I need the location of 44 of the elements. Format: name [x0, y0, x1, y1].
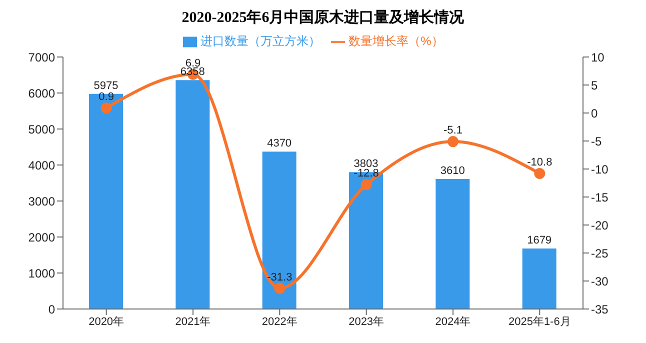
data-label: 5975: [94, 80, 118, 92]
point: [534, 168, 546, 179]
legend-label: 进口数量（万立方米）: [200, 34, 321, 48]
x-tick-label: 2025年1-6月: [508, 316, 571, 328]
y2-tick-label: -10: [591, 162, 609, 176]
data-label: 1679: [527, 234, 552, 247]
data-label: -5.1: [444, 124, 462, 137]
x-tick-label: 2022年: [262, 316, 298, 328]
bar: [89, 94, 123, 309]
y-tick-label: 7000: [28, 50, 56, 64]
bar: [522, 248, 556, 309]
x-tick-label: 2023年: [348, 316, 384, 328]
y-tick-label: 6000: [28, 86, 56, 100]
legend-label: 数量增长率（%）: [348, 34, 444, 48]
y2-tick-label: -20: [591, 218, 609, 232]
data-label: -10.8: [527, 156, 552, 168]
data-label: 0.9: [98, 90, 114, 103]
data-label: 3610: [440, 165, 465, 178]
point: [274, 282, 286, 294]
y2-tick-label: -35: [591, 302, 609, 316]
y2-tick-label: -25: [591, 246, 609, 260]
x-tick-label: 2021年: [175, 316, 211, 328]
y2-tick-label: -15: [591, 190, 609, 204]
y2-tick-label: 0: [591, 106, 598, 120]
y-tick-label: 1000: [28, 266, 56, 280]
bar: [436, 179, 470, 309]
y2-tick-label: -30: [591, 274, 609, 288]
point: [100, 102, 112, 114]
y-tick-label: 4000: [28, 158, 56, 172]
y-tick-label: 5000: [28, 122, 56, 136]
point: [448, 136, 458, 148]
x-tick-label: 2024年: [435, 316, 471, 328]
bar: [176, 80, 210, 309]
x-tick-label: 2020年: [88, 316, 124, 328]
bar: [262, 152, 296, 309]
y2-tick-label: 10: [591, 50, 605, 64]
point: [360, 179, 372, 190]
chart-title: 2020-2025年6月中国原木进口量及增长情况: [180, 8, 466, 27]
y-tick-label: 0: [48, 302, 56, 316]
y2-tick-label: -5: [591, 134, 602, 148]
data-label: 4370: [267, 138, 292, 150]
y2-tick-label: 5: [591, 78, 598, 92]
y-tick-label: 2000: [28, 230, 56, 244]
y-tick-label: 3000: [28, 194, 56, 208]
